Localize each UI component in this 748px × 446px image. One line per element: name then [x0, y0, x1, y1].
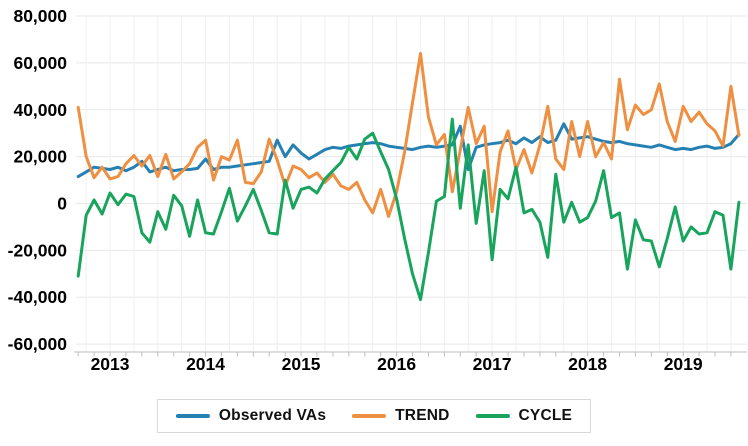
x-axis-year-label: 2013 [91, 354, 130, 374]
legend-item-trend: TREND [352, 407, 449, 425]
series-line-observed-vas [76, 122, 741, 179]
legend-item-cycle: CYCLE [475, 407, 573, 425]
legend-line-swatch [352, 414, 387, 418]
y-axis-tick-label: 40,000 [13, 100, 67, 120]
y-axis-tick-label: -60,000 [8, 334, 68, 354]
legend-line-swatch [475, 414, 510, 418]
legend-label: Observed VAs [218, 407, 327, 424]
y-axis-tick-label: 80,000 [13, 6, 67, 26]
y-axis-tick-label: -20,000 [8, 240, 68, 260]
x-axis-year-label: 2017 [473, 354, 512, 374]
series-line-cycle [76, 117, 741, 302]
legend-label: TREND [395, 407, 450, 424]
y-axis-tick-label: 20,000 [13, 147, 67, 167]
legend-line-swatch [175, 414, 210, 418]
x-axis-year-label: 2014 [186, 354, 225, 374]
legend-label: CYCLE [518, 407, 573, 424]
x-axis-year-label: 2019 [664, 354, 703, 374]
y-axis-tick-label: 60,000 [13, 53, 67, 73]
y-axis-tick-label: 0 [57, 194, 67, 214]
x-axis-year-label: 2015 [282, 354, 321, 374]
x-axis-year-label: 2016 [377, 354, 416, 374]
chart-legend: Observed VAs TREND CYCLE [156, 399, 592, 433]
series-line-trend [76, 52, 741, 218]
legend-item-observed-vas: Observed VAs [175, 407, 327, 425]
x-axis-year-label: 2018 [568, 354, 607, 374]
y-axis-tick-label: -40,000 [8, 287, 68, 307]
